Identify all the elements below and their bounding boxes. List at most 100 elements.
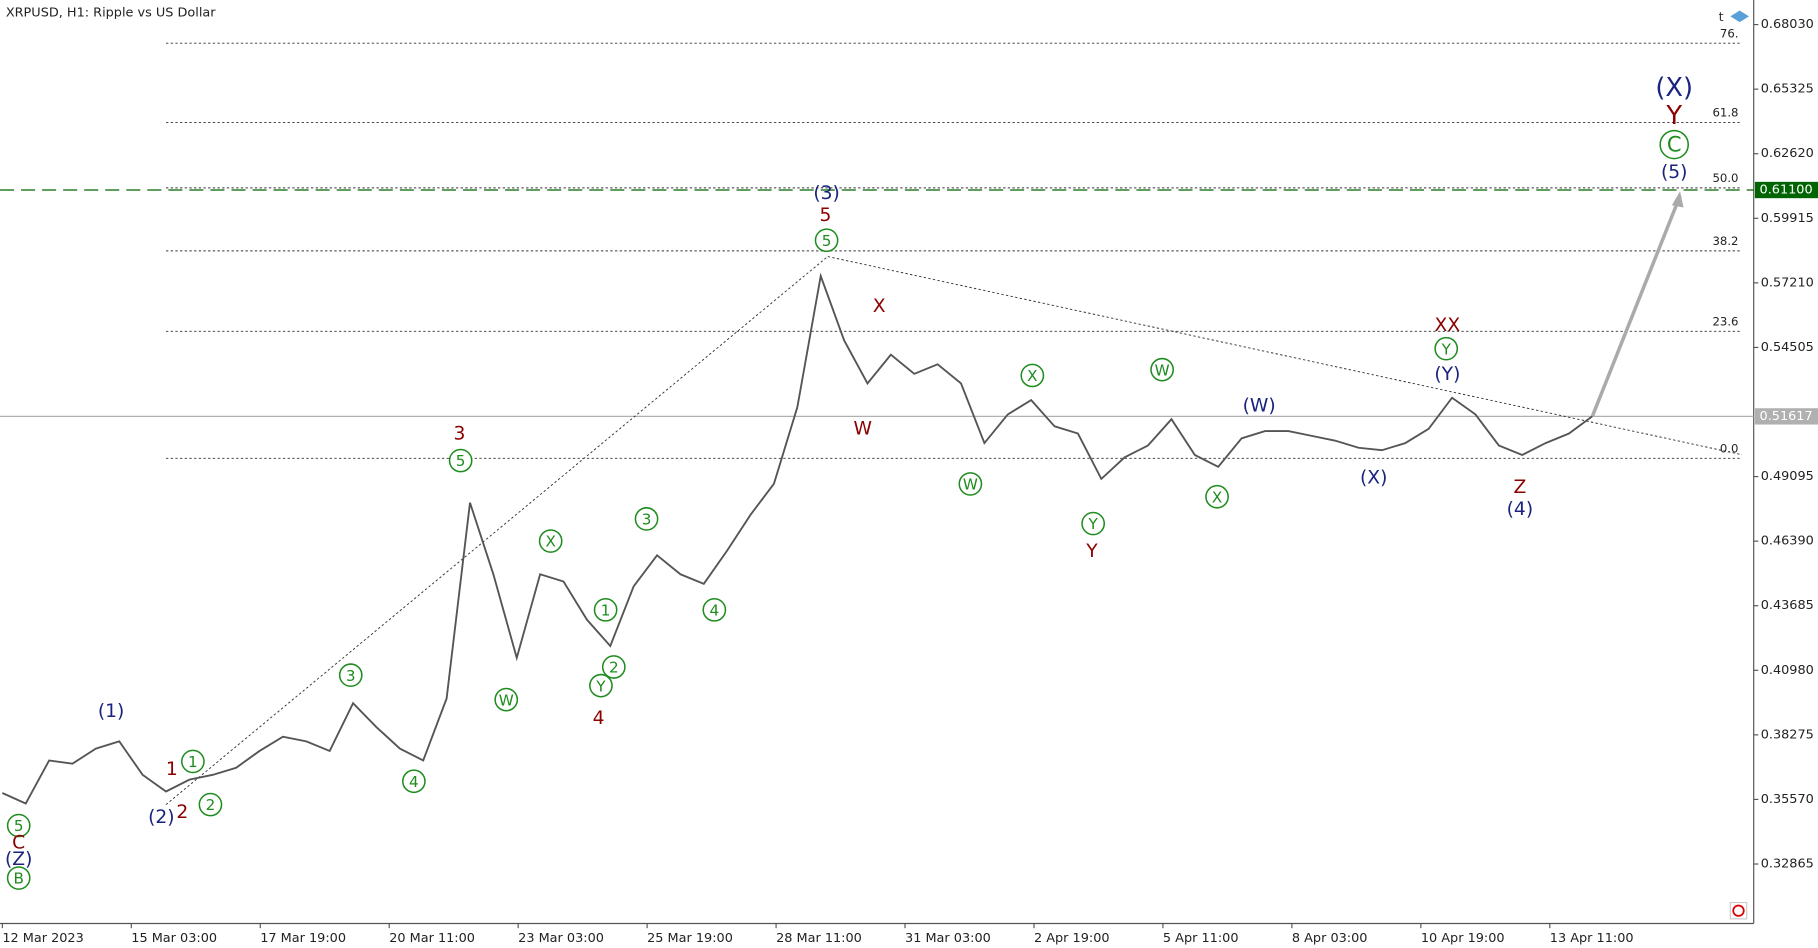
wave-label: 2 [206,796,216,814]
wave-label: Y [1665,101,1682,131]
wave-label: (2) [148,807,174,828]
wave-label: (5) [1661,162,1687,183]
wave-circle [1205,484,1229,509]
wave-label: (Y) [1434,364,1460,385]
wave-label: 3 [642,511,652,529]
wave-circle [634,507,659,531]
wave-label: 4 [409,773,419,791]
icon-ring [1732,904,1745,917]
y-tick-label: 0.40980 [1761,663,1814,678]
x-tick-label: 31 Mar 03:00 [905,931,991,946]
projection-arrow [1590,195,1682,417]
wave-circle [702,598,727,622]
price-line [1,272,1593,805]
wave-circle [181,749,205,774]
x-tick-label: 25 Mar 19:00 [647,931,733,946]
target-price-label: 0.61100 [1760,183,1813,198]
x-tick-label: 20 Mar 11:00 [389,931,475,946]
wave-label: W [854,419,872,440]
wave-label: 2 [176,802,188,823]
icon-hat [1730,10,1750,23]
wave-label: Y [595,677,606,695]
fib-label: 76. [1720,26,1739,40]
y-tick-label: 0.35570 [1761,792,1814,807]
toolbar-icon[interactable]: t [1719,10,1750,25]
wave-label: Y [1085,541,1098,562]
fib-label: 23.6 [1712,315,1738,329]
wave-circle [1081,511,1106,536]
wave-circle [593,598,618,622]
chart-title: XRPUSD, H1: Ripple vs US Dollar [6,5,216,20]
wave-label: 3 [454,423,466,444]
fib-label: 38.2 [1712,234,1738,248]
y-tick-label: 0.68030 [1761,17,1814,32]
wave-circle [601,655,626,679]
wave-label: X [545,533,555,551]
target-price-box [1754,181,1818,199]
x-tick-label: 23 Mar 03:00 [518,931,604,946]
wave-label: W [1155,361,1170,379]
wave-label: (4) [1507,499,1533,520]
wave-label: (X) [1655,73,1693,103]
wave-label: (1) [98,701,124,722]
wave-circle [538,529,563,553]
x-tick-label: 13 Apr 11:00 [1550,931,1634,946]
y-tick-label: 0.54505 [1761,340,1814,355]
wave-label: 5 [456,452,466,470]
y-tick-label: 0.57210 [1761,275,1814,290]
x-tick-label: 28 Mar 11:00 [776,931,862,946]
wave-label: 1 [166,759,178,780]
wave-label: XX [1435,315,1461,336]
wave-label: 4 [593,708,605,729]
wave-circle [1659,129,1689,160]
y-tick-label: 0.62620 [1761,146,1814,161]
wave-label: W [499,691,514,709]
x-tick-label: 8 Apr 03:00 [1292,931,1368,946]
wave-label: C [1667,132,1682,157]
wave-circle [338,663,363,687]
fib-label: 61.8 [1712,106,1738,120]
wave-label: (3) [813,183,839,204]
wave-circle [6,813,31,838]
wave-label: 5 [822,232,832,250]
trend-line [827,256,1743,456]
y-tick-label: 0.65325 [1761,82,1814,97]
fib-label: 50.0 [1712,171,1738,185]
wave-label: (Z) [5,849,32,870]
x-tick-label: 5 Apr 11:00 [1163,931,1239,946]
x-tick-label: 10 Apr 19:00 [1421,931,1505,946]
arrow-head [1671,191,1684,208]
wave-circle [198,792,223,817]
wave-circle [494,687,519,712]
wave-label: Y [1441,340,1452,358]
current-price-box [1754,408,1818,425]
wave-circle [402,769,426,794]
wave-label: 5 [819,205,831,226]
x-tick-label: 12 Mar 2023 [2,931,83,946]
wave-label: B [13,870,23,888]
wave-label: 1 [601,602,611,620]
y-tick-label: 0.59915 [1761,211,1814,226]
x-tick-label: 2 Apr 19:00 [1034,931,1110,946]
wave-label: Z [1513,477,1526,498]
y-tick-label: 0.38275 [1761,727,1814,742]
wave-label: 4 [710,602,720,620]
wave-label: (W) [1243,395,1276,416]
x-tick-label: 17 Mar 19:00 [260,931,346,946]
current-price-label: 0.51617 [1760,409,1813,424]
wave-circle [448,448,473,473]
wave-label: W [963,476,978,494]
wave-label: C [12,833,25,854]
wave-label: X [1027,367,1037,385]
wave-label: 5 [14,817,24,835]
y-tick-label: 0.46390 [1761,534,1814,549]
wave-label: X [1212,488,1222,506]
wave-label: X [873,296,886,317]
y-tick-label: 0.32865 [1761,857,1814,872]
trend-line [165,256,829,805]
wave-label: Y [1087,515,1098,533]
close-icon[interactable] [1729,901,1748,920]
